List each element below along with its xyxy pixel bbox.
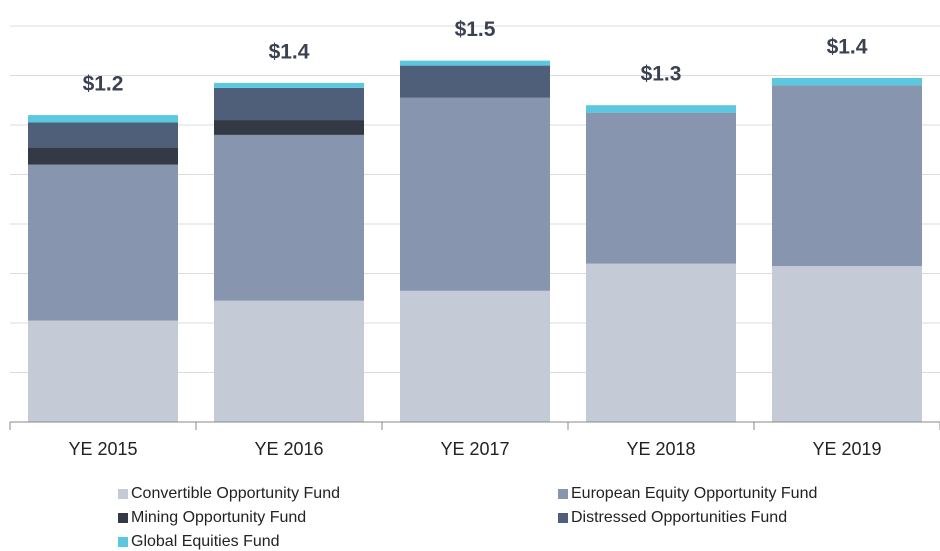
bar-segment: [400, 97, 550, 291]
total-label: $1.2: [83, 73, 124, 96]
bar-segment: [214, 134, 364, 301]
bar-segment: [586, 112, 736, 264]
bar-segment: [214, 300, 364, 422]
legend-swatch: [118, 489, 128, 499]
bar-segment: [28, 320, 178, 422]
legend-label: Convertible Opportunity Fund: [131, 485, 340, 502]
bar-segment: [214, 87, 364, 121]
total-label: $1.3: [641, 63, 682, 86]
bar-segment: [28, 164, 178, 321]
bar-segment: [772, 85, 922, 267]
bar-segment: [400, 290, 550, 422]
legend-label: Global Equities Fund: [131, 533, 280, 550]
bar-segment: [28, 147, 178, 165]
bar-segment: [586, 263, 736, 422]
legend-swatch: [118, 513, 128, 523]
bar-segment: [28, 115, 178, 123]
x-tick-label: YE 2015: [68, 439, 137, 459]
bar-segment: [772, 266, 922, 422]
total-label: $1.4: [269, 40, 310, 63]
x-tick-label: YE 2017: [440, 439, 509, 459]
bar-segment: [772, 77, 922, 86]
legend-swatch: [118, 537, 128, 547]
bar-segment: [28, 122, 178, 148]
total-label: $1.5: [455, 18, 496, 41]
legend-swatch: [558, 489, 568, 499]
x-tick-label: YE 2016: [254, 439, 323, 459]
x-tick-label: YE 2018: [626, 439, 695, 459]
legend-label: Distressed Opportunities Fund: [571, 509, 787, 526]
bar-segment: [400, 65, 550, 98]
total-label: $1.4: [827, 36, 868, 59]
bar-segment: [400, 60, 550, 66]
bar-segment: [214, 82, 364, 88]
legend-label: Mining Opportunity Fund: [131, 509, 306, 526]
bar-segment: [214, 120, 364, 135]
legend-label: European Equity Opportunity Fund: [571, 485, 817, 502]
x-tick-label: YE 2019: [812, 439, 881, 459]
bar-segment: [586, 105, 736, 113]
legend-swatch: [558, 513, 568, 523]
